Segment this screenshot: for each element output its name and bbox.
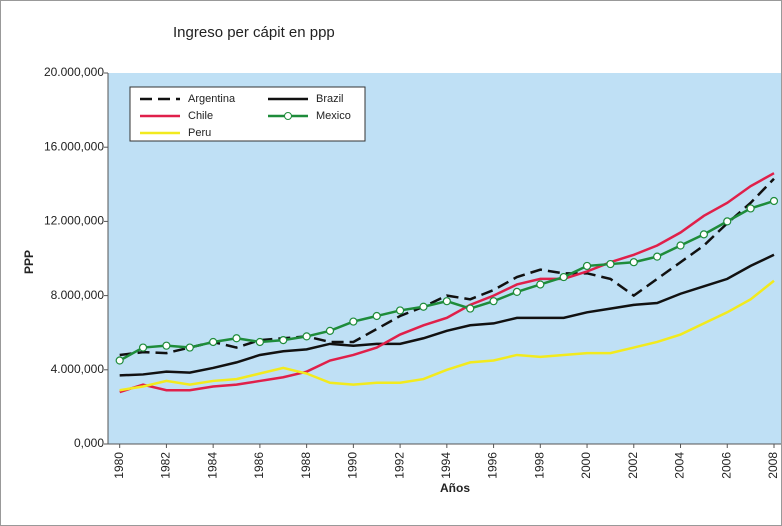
point <box>349 317 358 326</box>
x-tick-label: 1986 <box>252 452 266 479</box>
y-axis-label: PPP <box>22 250 36 274</box>
x-tick-label: 1980 <box>112 452 126 479</box>
x-tick-label: 1996 <box>486 452 500 479</box>
point <box>769 196 779 206</box>
point <box>653 252 662 261</box>
point <box>676 241 685 250</box>
y-tick-label: 12.000,000 <box>44 214 104 228</box>
x-tick-label: 2006 <box>719 452 733 479</box>
chart-title: Ingreso per cápit en ppp <box>173 24 335 41</box>
point <box>115 356 124 365</box>
point <box>396 306 405 315</box>
x-tick-label: 2002 <box>626 452 640 479</box>
point <box>325 326 335 335</box>
x-tick-label: 2004 <box>673 452 687 479</box>
legend-label: Argentina <box>188 93 236 105</box>
point <box>442 297 451 306</box>
point <box>489 297 498 306</box>
point <box>746 204 755 213</box>
legend-label: Brazil <box>316 93 344 105</box>
x-tick-label: 2000 <box>579 452 593 479</box>
y-tick-label: 4.000,000 <box>51 362 105 376</box>
point <box>629 258 638 267</box>
point <box>185 343 194 352</box>
y-tick-label: 0,000 <box>74 436 104 450</box>
x-tick-label: 1984 <box>205 452 219 479</box>
legend-label: Peru <box>188 127 211 139</box>
point <box>419 302 428 311</box>
point <box>302 332 311 341</box>
point <box>232 334 241 343</box>
point <box>466 304 475 313</box>
series-line <box>119 177 775 357</box>
x-tick-label: 2008 <box>766 452 780 479</box>
point <box>209 337 218 347</box>
x-tick-label: 1994 <box>439 452 453 479</box>
series-line <box>119 279 775 392</box>
x-tick-label: 1998 <box>532 452 546 479</box>
point <box>255 337 264 347</box>
point <box>606 259 615 269</box>
point <box>582 261 592 271</box>
x-tick-label: 1988 <box>299 452 313 479</box>
series-line <box>119 253 775 377</box>
point <box>536 280 545 289</box>
y-tick-label: 20.000,000 <box>44 65 104 79</box>
point <box>279 336 288 345</box>
series-line <box>119 172 775 394</box>
point <box>512 287 522 296</box>
point <box>162 341 171 350</box>
point <box>559 272 568 282</box>
point <box>138 343 148 352</box>
x-tick-label: 1982 <box>159 452 173 479</box>
point <box>372 311 381 321</box>
legend-label: Chile <box>188 110 213 122</box>
x-tick-label: 1990 <box>346 452 360 479</box>
point <box>723 217 732 226</box>
y-tick-label: 8.000,000 <box>51 288 105 302</box>
y-tick-label: 16.000,000 <box>44 139 104 153</box>
legend-marker <box>284 112 292 120</box>
x-axis-label: Años <box>440 481 470 495</box>
legend-label: Mexico <box>316 110 351 122</box>
point <box>699 230 708 239</box>
x-tick-label: 1992 <box>392 452 406 479</box>
